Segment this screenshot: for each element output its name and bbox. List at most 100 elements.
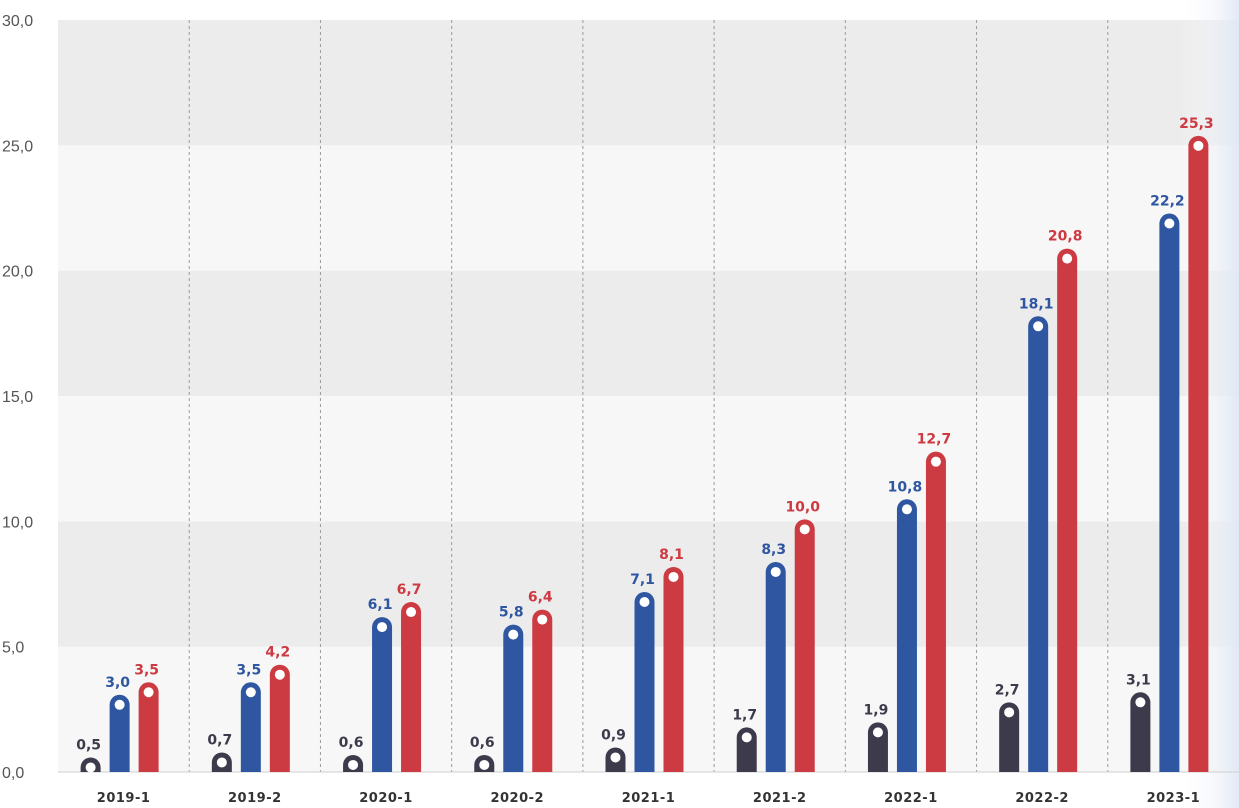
data-label: 3,0: [105, 675, 130, 691]
data-label: 1,7: [732, 707, 757, 723]
bar-group: 0,6 6,16,7: [339, 582, 422, 772]
x-tick-label: 2021-2: [753, 791, 807, 806]
bar: [109, 694, 130, 772]
data-label: 5,8: [499, 605, 524, 621]
bar-marker: [114, 699, 125, 710]
bar-marker: [85, 762, 96, 773]
bar: [1057, 248, 1078, 772]
data-label: 0,5: [76, 737, 101, 753]
bar: [1188, 135, 1209, 772]
bar-marker: [143, 687, 154, 698]
bar-group: 0,9 7,18,1: [601, 547, 684, 772]
y-tick-label: 20,0: [2, 264, 33, 281]
bar-marker: [901, 504, 912, 515]
bar: [867, 722, 888, 772]
data-label: 3,5: [134, 662, 159, 678]
data-label: 6,1: [368, 597, 393, 613]
bar-marker: [406, 607, 417, 618]
x-tick-label: 2021-1: [622, 791, 676, 806]
data-label: 12,7: [917, 432, 952, 448]
bar-marker: [274, 669, 285, 680]
x-tick-label: 2020-1: [359, 791, 413, 806]
data-label: 2,7: [995, 682, 1020, 698]
bar-marker: [1135, 697, 1146, 708]
y-axis: 0,0 5,0 10,0 15,0 20,0 25,0 30,0: [2, 13, 33, 782]
bar-marker: [1004, 707, 1015, 718]
bar: [896, 499, 917, 772]
bar: [1028, 316, 1049, 772]
bar-marker: [872, 727, 883, 738]
bar-group: 1,9 10,8 12,7: [864, 432, 952, 772]
bar-marker: [741, 732, 752, 743]
y-tick-label: 10,0: [2, 514, 33, 531]
bar-marker: [508, 629, 519, 640]
y-tick-label: 5,0: [2, 640, 24, 657]
data-label: 8,3: [761, 542, 786, 558]
data-label: 7,1: [630, 572, 655, 588]
bar-group: 2,7 18,1 20,8: [995, 229, 1083, 772]
data-label: 25,3: [1179, 116, 1214, 132]
y-tick-label: 25,0: [2, 138, 33, 155]
y-tick-label: 15,0: [2, 389, 33, 406]
data-label: 0,6: [339, 735, 364, 751]
bar-marker: [1062, 253, 1073, 264]
bar-group: 1,7 8,3 10,0: [732, 499, 820, 772]
band: [58, 20, 1239, 146]
data-label: 4,2: [265, 645, 290, 661]
bar-marker: [1193, 140, 1204, 151]
data-label: 1,9: [864, 702, 889, 718]
bar: [503, 624, 524, 772]
x-tick-label: 2019-1: [97, 791, 151, 806]
data-label: 8,1: [659, 547, 684, 563]
bar-marker: [799, 524, 810, 535]
bar-marker: [348, 759, 359, 770]
bar: [765, 561, 786, 772]
bar: [532, 609, 553, 772]
x-tick-label: 2022-2: [1015, 791, 1069, 806]
x-tick-label: 2019-2: [228, 791, 282, 806]
x-tick-label: 2020-2: [490, 791, 544, 806]
bar: [634, 592, 655, 772]
data-label: 3,5: [236, 662, 261, 678]
band: [58, 145, 1239, 271]
bar-marker: [610, 752, 621, 763]
bar: [1130, 692, 1151, 772]
bar-marker: [770, 566, 781, 577]
bar: [794, 519, 815, 772]
bar: [925, 451, 946, 772]
bar: [401, 602, 422, 772]
bar: [269, 664, 290, 772]
bar-marker: [377, 622, 388, 633]
data-label: 0,7: [207, 732, 232, 748]
bar-group: 0,7 3,54,2: [207, 645, 290, 772]
data-label: 10,0: [785, 499, 820, 515]
bar: [372, 617, 393, 772]
bar-marker: [1033, 321, 1044, 332]
data-label: 6,4: [528, 590, 553, 606]
bars: 0,53,03,50,73,54,20,66,16,70,65,86,40,97…: [76, 116, 1214, 773]
y-tick-label: 0,0: [2, 765, 24, 782]
bar: [663, 566, 684, 772]
bar: [736, 727, 757, 772]
bar-marker: [245, 687, 256, 698]
data-label: 0,9: [601, 727, 626, 743]
data-label: 0,6: [470, 735, 495, 751]
bar: [1159, 213, 1180, 772]
data-label: 18,1: [1019, 296, 1054, 312]
bar-group: 0,6 5,86,4: [470, 590, 553, 772]
data-label: 22,2: [1150, 194, 1185, 210]
y-tick-label: 30,0: [2, 13, 33, 30]
bar-marker: [479, 759, 490, 770]
bar-marker: [537, 614, 548, 625]
bar-marker: [930, 456, 941, 467]
bar: [240, 682, 261, 772]
data-label: 10,8: [888, 479, 923, 495]
bar-marker: [668, 571, 679, 582]
x-tick-label: 2022-1: [884, 791, 938, 806]
bar: [999, 702, 1020, 772]
bar: [138, 682, 159, 772]
bar-marker: [639, 597, 650, 608]
data-label: 20,8: [1048, 229, 1083, 245]
